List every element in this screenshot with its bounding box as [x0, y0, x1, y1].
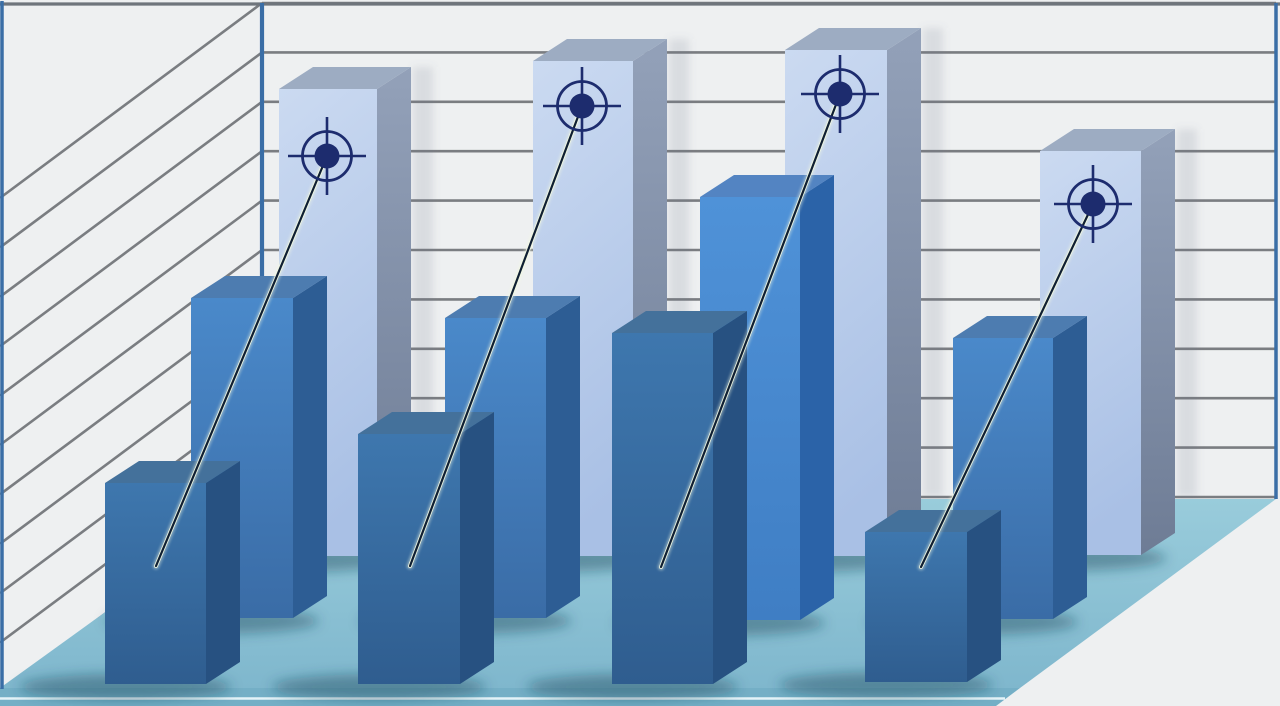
beam-g3	[657, 90, 844, 571]
bar-side-face	[1053, 316, 1087, 619]
bar-g4-mid	[953, 316, 1087, 619]
bar-top-face	[953, 316, 1087, 338]
bar-top-face	[279, 67, 411, 89]
crosshair-center-dot	[1080, 191, 1106, 217]
left-wall-line	[0, 1, 263, 200]
wall-shadow	[1177, 129, 1197, 497]
bar-front-face	[865, 532, 967, 682]
bar-side-face	[293, 276, 327, 618]
bar-side-face	[1141, 129, 1175, 555]
crosshair-center-dot	[827, 81, 853, 107]
left-wall-line	[0, 150, 263, 348]
wall-shadow	[923, 28, 943, 497]
bar-g3-front	[612, 311, 747, 684]
left-wall-line	[0, 51, 263, 249]
beam-core	[659, 92, 842, 569]
beam-g1	[152, 152, 331, 570]
bar-g1-front	[105, 461, 240, 684]
crosshair-ring	[1067, 178, 1119, 230]
crosshair-ring	[814, 68, 866, 120]
bar-front-face	[612, 333, 713, 684]
bar-top-face	[1040, 129, 1175, 151]
floor-front-edge	[0, 688, 1020, 706]
beam-core	[919, 202, 1095, 569]
beam-core	[154, 154, 329, 568]
beam-g4	[917, 200, 1097, 571]
target-g3	[801, 55, 879, 133]
crosshair-center-dot	[314, 143, 340, 169]
bar-top-face	[191, 276, 327, 298]
crosshair-ring	[301, 130, 353, 182]
beam-g2	[406, 102, 586, 570]
bar-side-face	[800, 175, 834, 620]
crosshair-center-dot	[569, 93, 595, 119]
bar-side-face	[546, 296, 580, 618]
bar-top-face	[865, 510, 1001, 532]
target-g4	[1054, 165, 1132, 243]
bar-top-face	[533, 39, 667, 61]
bar-top-face	[445, 296, 580, 318]
bar-side-face	[206, 461, 240, 684]
beam-core	[408, 104, 584, 568]
bar-side-face	[967, 510, 1001, 682]
bar-side-face	[713, 311, 747, 684]
left-wall-line	[0, 100, 263, 298]
bar-side-face	[887, 28, 921, 556]
bar-top-face	[105, 461, 240, 483]
wall-shadow	[413, 67, 433, 497]
bar-top-face	[612, 311, 747, 333]
bar-g2-front	[358, 412, 494, 684]
bar-top-face	[785, 28, 921, 50]
target-g1	[288, 117, 366, 195]
bar-side-face	[460, 412, 494, 684]
bar-front-face	[105, 483, 206, 684]
left-wall-line	[0, 199, 263, 397]
crosshair-ring	[556, 80, 608, 132]
bar-g4-front	[865, 510, 1001, 682]
target-g2	[543, 67, 621, 145]
